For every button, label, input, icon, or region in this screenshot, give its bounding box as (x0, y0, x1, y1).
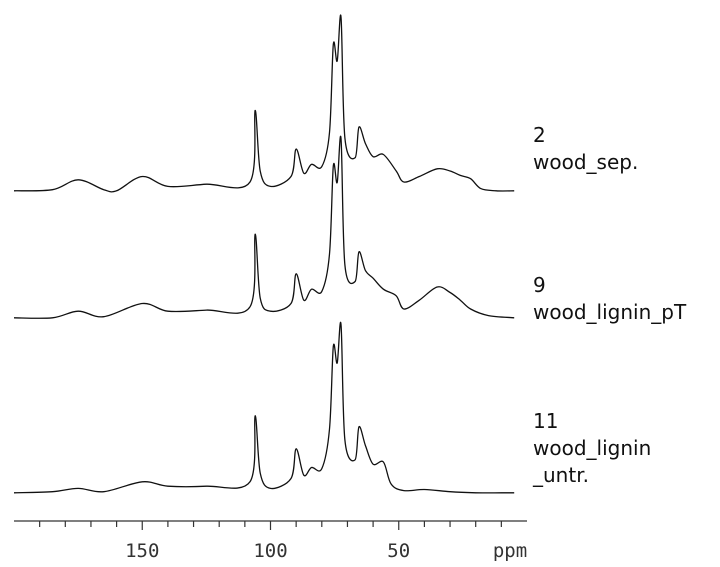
x-tick-label-100: 100 (253, 540, 287, 562)
spectrum-label-2-line-2: wood_lignin_pT (533, 300, 687, 324)
spectrum-traces (13, 14, 515, 494)
spectrum-trace-2 (13, 135, 515, 319)
spectrum-label-1-line-1: 2 (533, 123, 546, 147)
x-axis-unit-label: ppm (493, 540, 527, 562)
spectrum-label-3-line-2: wood_lignin (533, 436, 651, 460)
spectrum-label-2-line-1: 9 (533, 273, 546, 297)
spectrum-trace-1 (13, 14, 515, 193)
x-tick-label-150: 150 (125, 540, 159, 562)
x-axis: 150 100 50 ppm (14, 520, 527, 562)
spectrum-label-1-line-2: wood_sep. (533, 150, 638, 174)
x-tick-label-50: 50 (387, 540, 410, 562)
spectrum-label-3-line-1: 11 (533, 409, 558, 433)
spectrum-label-3-line-3: _untr. (532, 463, 589, 487)
spectrum-labels: 2 wood_sep. 9 wood_lignin_pT 11 wood_lignin _u… (532, 123, 687, 487)
spectrum-trace-3 (13, 321, 515, 494)
